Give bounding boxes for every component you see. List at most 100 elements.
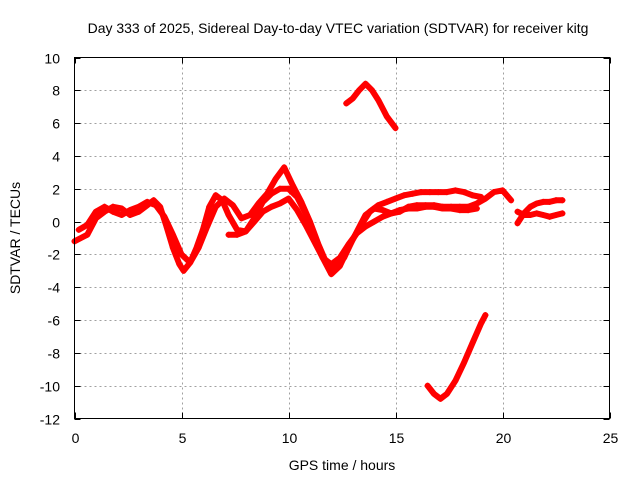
data-point (533, 200, 540, 207)
x-tick-label: 15 (389, 430, 405, 446)
data-point (328, 271, 335, 278)
y-tick-label: -10 (40, 379, 60, 395)
data-point (169, 231, 176, 238)
data-point (204, 223, 211, 230)
x-tick-label: 0 (72, 430, 80, 446)
data-point (306, 218, 313, 225)
data-point (276, 200, 283, 207)
data-point (418, 189, 425, 196)
y-tick-label: 8 (52, 83, 60, 99)
data-point (559, 210, 566, 217)
y-tick-label: 0 (52, 215, 60, 231)
data-point (247, 212, 253, 218)
data-point (92, 208, 99, 215)
y-tick-label: -4 (48, 280, 61, 296)
data-point (84, 221, 91, 228)
data-point (285, 195, 292, 202)
data-point (281, 164, 288, 171)
data-point (439, 205, 446, 212)
data-point (546, 213, 553, 220)
data-point (180, 267, 187, 274)
x-tick-label: 25 (603, 430, 619, 446)
data-point (234, 231, 241, 238)
data-point (424, 382, 431, 389)
plot-frame (74, 57, 610, 419)
data-point (469, 340, 476, 346)
data-point (238, 215, 245, 222)
data-point (375, 202, 382, 209)
data-point (187, 259, 194, 266)
data-point (426, 189, 433, 196)
data-point (84, 231, 91, 238)
data-point (553, 197, 559, 204)
data-point (409, 190, 416, 197)
series-7 (424, 312, 489, 402)
data-point (332, 264, 339, 271)
data-point (118, 212, 125, 218)
data-point (520, 212, 527, 218)
y-axis-label: SDTVAR / TECUs (7, 182, 23, 294)
data-point (490, 189, 497, 196)
data-point (212, 203, 219, 210)
data-point (343, 100, 350, 107)
data-point (251, 218, 258, 225)
data-point (362, 80, 369, 87)
series-line (75, 164, 485, 271)
data-point (118, 205, 125, 212)
data-point (298, 198, 305, 205)
data-point (206, 203, 213, 210)
axes: -12 -10 -8 -6 -4 -2 0 2 4 6 8 10 0 5 10 15 20 25 (40, 51, 619, 447)
data-point (392, 125, 399, 132)
data-point (294, 207, 301, 214)
data-point (383, 113, 390, 120)
data-point (371, 218, 378, 225)
series-5 (514, 208, 566, 220)
data-point (242, 228, 249, 235)
data-point (161, 213, 168, 220)
data-point (362, 223, 369, 230)
data-point (514, 208, 521, 215)
data-point (225, 212, 232, 218)
data-point (195, 244, 202, 251)
data-point (144, 198, 151, 205)
data-point (311, 238, 318, 245)
y-tick-label: 2 (52, 182, 60, 198)
data-point (356, 87, 363, 94)
y-tick-label: -6 (48, 313, 61, 329)
y-tick-label: 4 (52, 149, 60, 165)
data-point (452, 377, 459, 384)
data-point (101, 203, 108, 210)
data-point (152, 202, 159, 209)
data-point (435, 189, 442, 196)
data-point (540, 212, 547, 218)
y-tick-label: -12 (40, 412, 60, 428)
data-point (276, 185, 283, 192)
data-point (75, 226, 82, 233)
data-point (431, 203, 437, 210)
data-point (514, 220, 521, 227)
data-point (508, 197, 515, 204)
data-point (405, 205, 412, 212)
data-point (212, 192, 219, 199)
data-point (259, 208, 266, 215)
x-tick-label: 5 (179, 430, 187, 446)
data-point (229, 202, 236, 209)
x-tick-label: 10 (282, 430, 298, 446)
x-tick-label: 20 (496, 430, 512, 446)
data-point (456, 207, 463, 214)
y-tick-label: 10 (44, 51, 60, 67)
y-tick-label: -2 (48, 247, 61, 263)
data-point (127, 207, 134, 214)
data-point (540, 198, 547, 205)
data-point (401, 192, 408, 199)
data-point (482, 312, 489, 319)
data-point (413, 205, 420, 212)
data-point (533, 210, 540, 217)
data-point (422, 203, 429, 210)
data-point (396, 207, 403, 214)
x-axis-label: GPS time / hours (289, 457, 396, 473)
data-point (478, 320, 485, 327)
data-point (375, 97, 382, 104)
data-point (336, 254, 343, 261)
data-point (527, 203, 534, 210)
